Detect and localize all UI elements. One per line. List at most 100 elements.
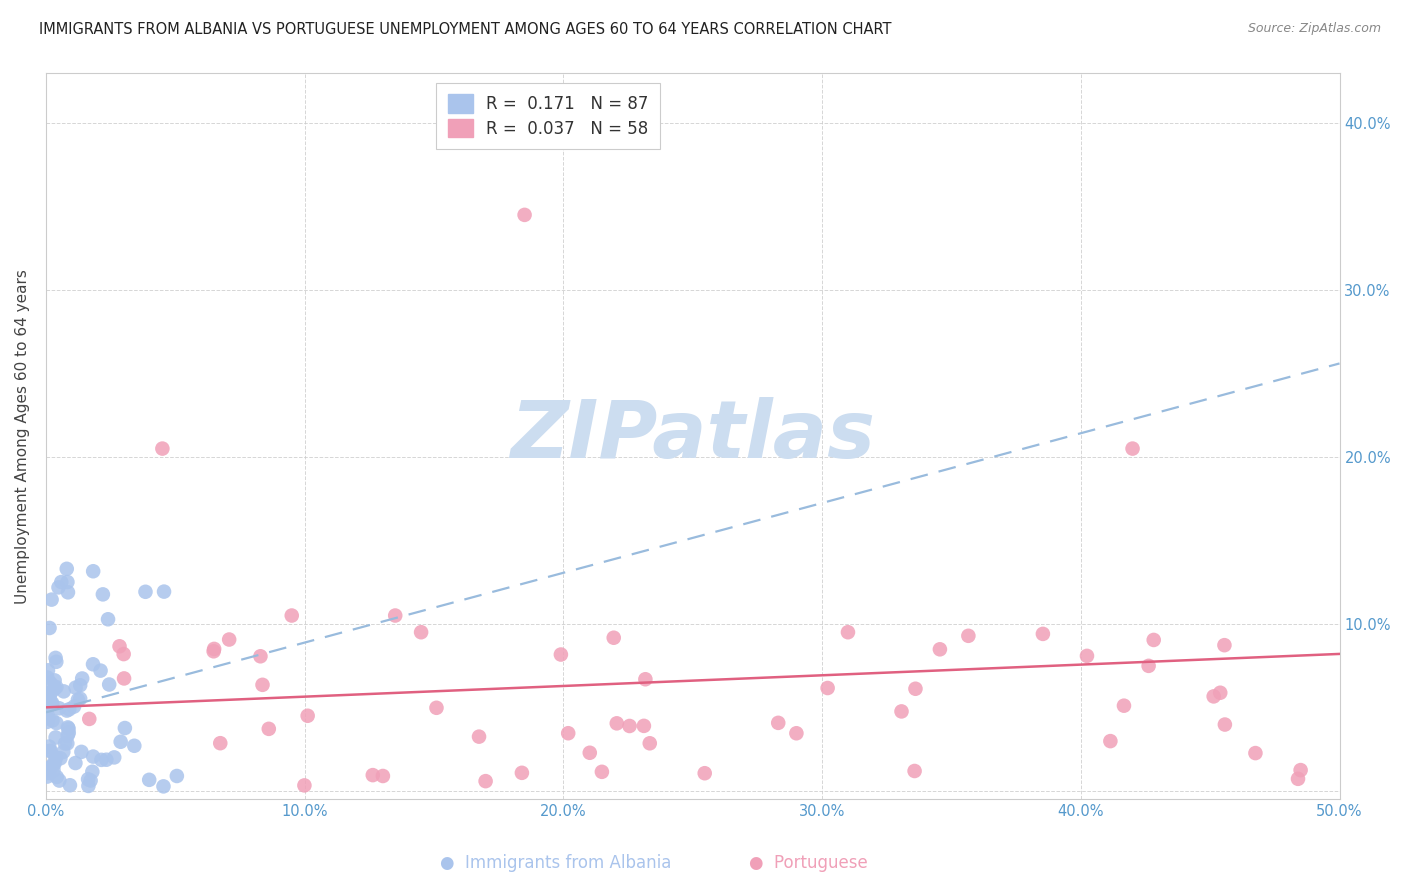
Point: [1137, 658, 1160, 673]
Point: [37, 762, 59, 776]
Point: [110, 735, 132, 749]
Point: [1209, 686, 1232, 700]
Point: [56, 736, 79, 750]
Point: [56, 574, 79, 589]
Point: [42, 756, 65, 770]
Point: [45, 750, 67, 764]
Point: [82, 564, 104, 578]
Point: [578, 746, 600, 760]
Point: [603, 631, 626, 645]
Text: IMMIGRANTS FROM ALBANIA VS PORTUGUESE UNEMPLOYMENT AMONG AGES 60 TO 64 YEARS COR: IMMIGRANTS FROM ALBANIA VS PORTUGUESE UN…: [39, 22, 891, 37]
Point: [249, 649, 271, 664]
Point: [56, 728, 79, 742]
Point: [890, 705, 912, 719]
Point: [37, 671, 59, 685]
Point: [98, 677, 121, 691]
Point: [557, 726, 579, 740]
Point: [837, 625, 859, 640]
Point: [114, 721, 136, 735]
Point: [45, 680, 67, 694]
Point: [361, 768, 384, 782]
Point: [124, 739, 146, 753]
Point: [425, 700, 447, 714]
Point: [150, 442, 173, 456]
Point: [65, 756, 87, 770]
Y-axis label: Unemployment Among Ages 60 to 64 years: Unemployment Among Ages 60 to 64 years: [15, 268, 30, 604]
Point: [37, 714, 59, 729]
Point: [56, 585, 79, 599]
Point: [48, 701, 70, 715]
Point: [202, 641, 225, 656]
Point: [41, 592, 63, 607]
Point: [134, 584, 156, 599]
Point: [38, 690, 60, 704]
Text: Source: ZipAtlas.com: Source: ZipAtlas.com: [1247, 22, 1381, 36]
Point: [903, 764, 925, 778]
Point: [79, 773, 101, 788]
Point: [785, 726, 807, 740]
Point: [42, 764, 65, 778]
Point: [69, 691, 91, 706]
Point: [49, 751, 72, 765]
Point: [928, 642, 950, 657]
Point: [218, 632, 240, 647]
Point: [817, 681, 839, 695]
Point: [37, 770, 59, 784]
Point: [152, 780, 174, 794]
Point: [37, 701, 59, 715]
Point: [44, 673, 66, 688]
Point: [606, 716, 628, 731]
Point: [53, 736, 76, 750]
Point: [70, 672, 93, 686]
Point: [1099, 734, 1122, 748]
Point: [37, 711, 59, 725]
Point: [202, 644, 225, 658]
Point: [1213, 717, 1236, 731]
Point: [1122, 442, 1144, 456]
Point: [56, 704, 79, 718]
Point: [37, 709, 59, 723]
Point: [108, 640, 131, 654]
Point: [474, 774, 496, 789]
Point: [468, 730, 491, 744]
Point: [112, 647, 135, 661]
Point: [44, 681, 66, 695]
Point: [591, 764, 613, 779]
Point: [52, 745, 75, 759]
Point: [294, 779, 316, 793]
Point: [1202, 690, 1225, 704]
Point: [384, 608, 406, 623]
Point: [58, 726, 80, 740]
Point: [166, 769, 188, 783]
Point: [56, 720, 79, 734]
Point: [42, 683, 65, 698]
Point: [297, 708, 319, 723]
Point: [1213, 638, 1236, 652]
Point: [281, 608, 304, 623]
Point: [153, 584, 176, 599]
Point: [619, 719, 641, 733]
Point: [77, 779, 100, 793]
Text: ●  Portuguese: ● Portuguese: [749, 855, 868, 872]
Point: [82, 764, 104, 779]
Point: [37, 690, 59, 704]
Point: [70, 745, 93, 759]
Point: [59, 778, 82, 792]
Point: [45, 731, 67, 745]
Point: [63, 699, 86, 714]
Point: [633, 719, 655, 733]
Point: [38, 621, 60, 635]
Point: [48, 581, 70, 595]
Point: [1112, 698, 1135, 713]
Point: [65, 681, 87, 695]
Point: [1032, 627, 1054, 641]
Point: [90, 753, 112, 767]
Point: [45, 770, 67, 784]
Point: [79, 712, 101, 726]
Point: [37, 687, 59, 701]
Point: [513, 208, 536, 222]
Point: [48, 773, 70, 788]
Point: [82, 749, 104, 764]
Point: [257, 722, 280, 736]
Point: [41, 696, 63, 710]
